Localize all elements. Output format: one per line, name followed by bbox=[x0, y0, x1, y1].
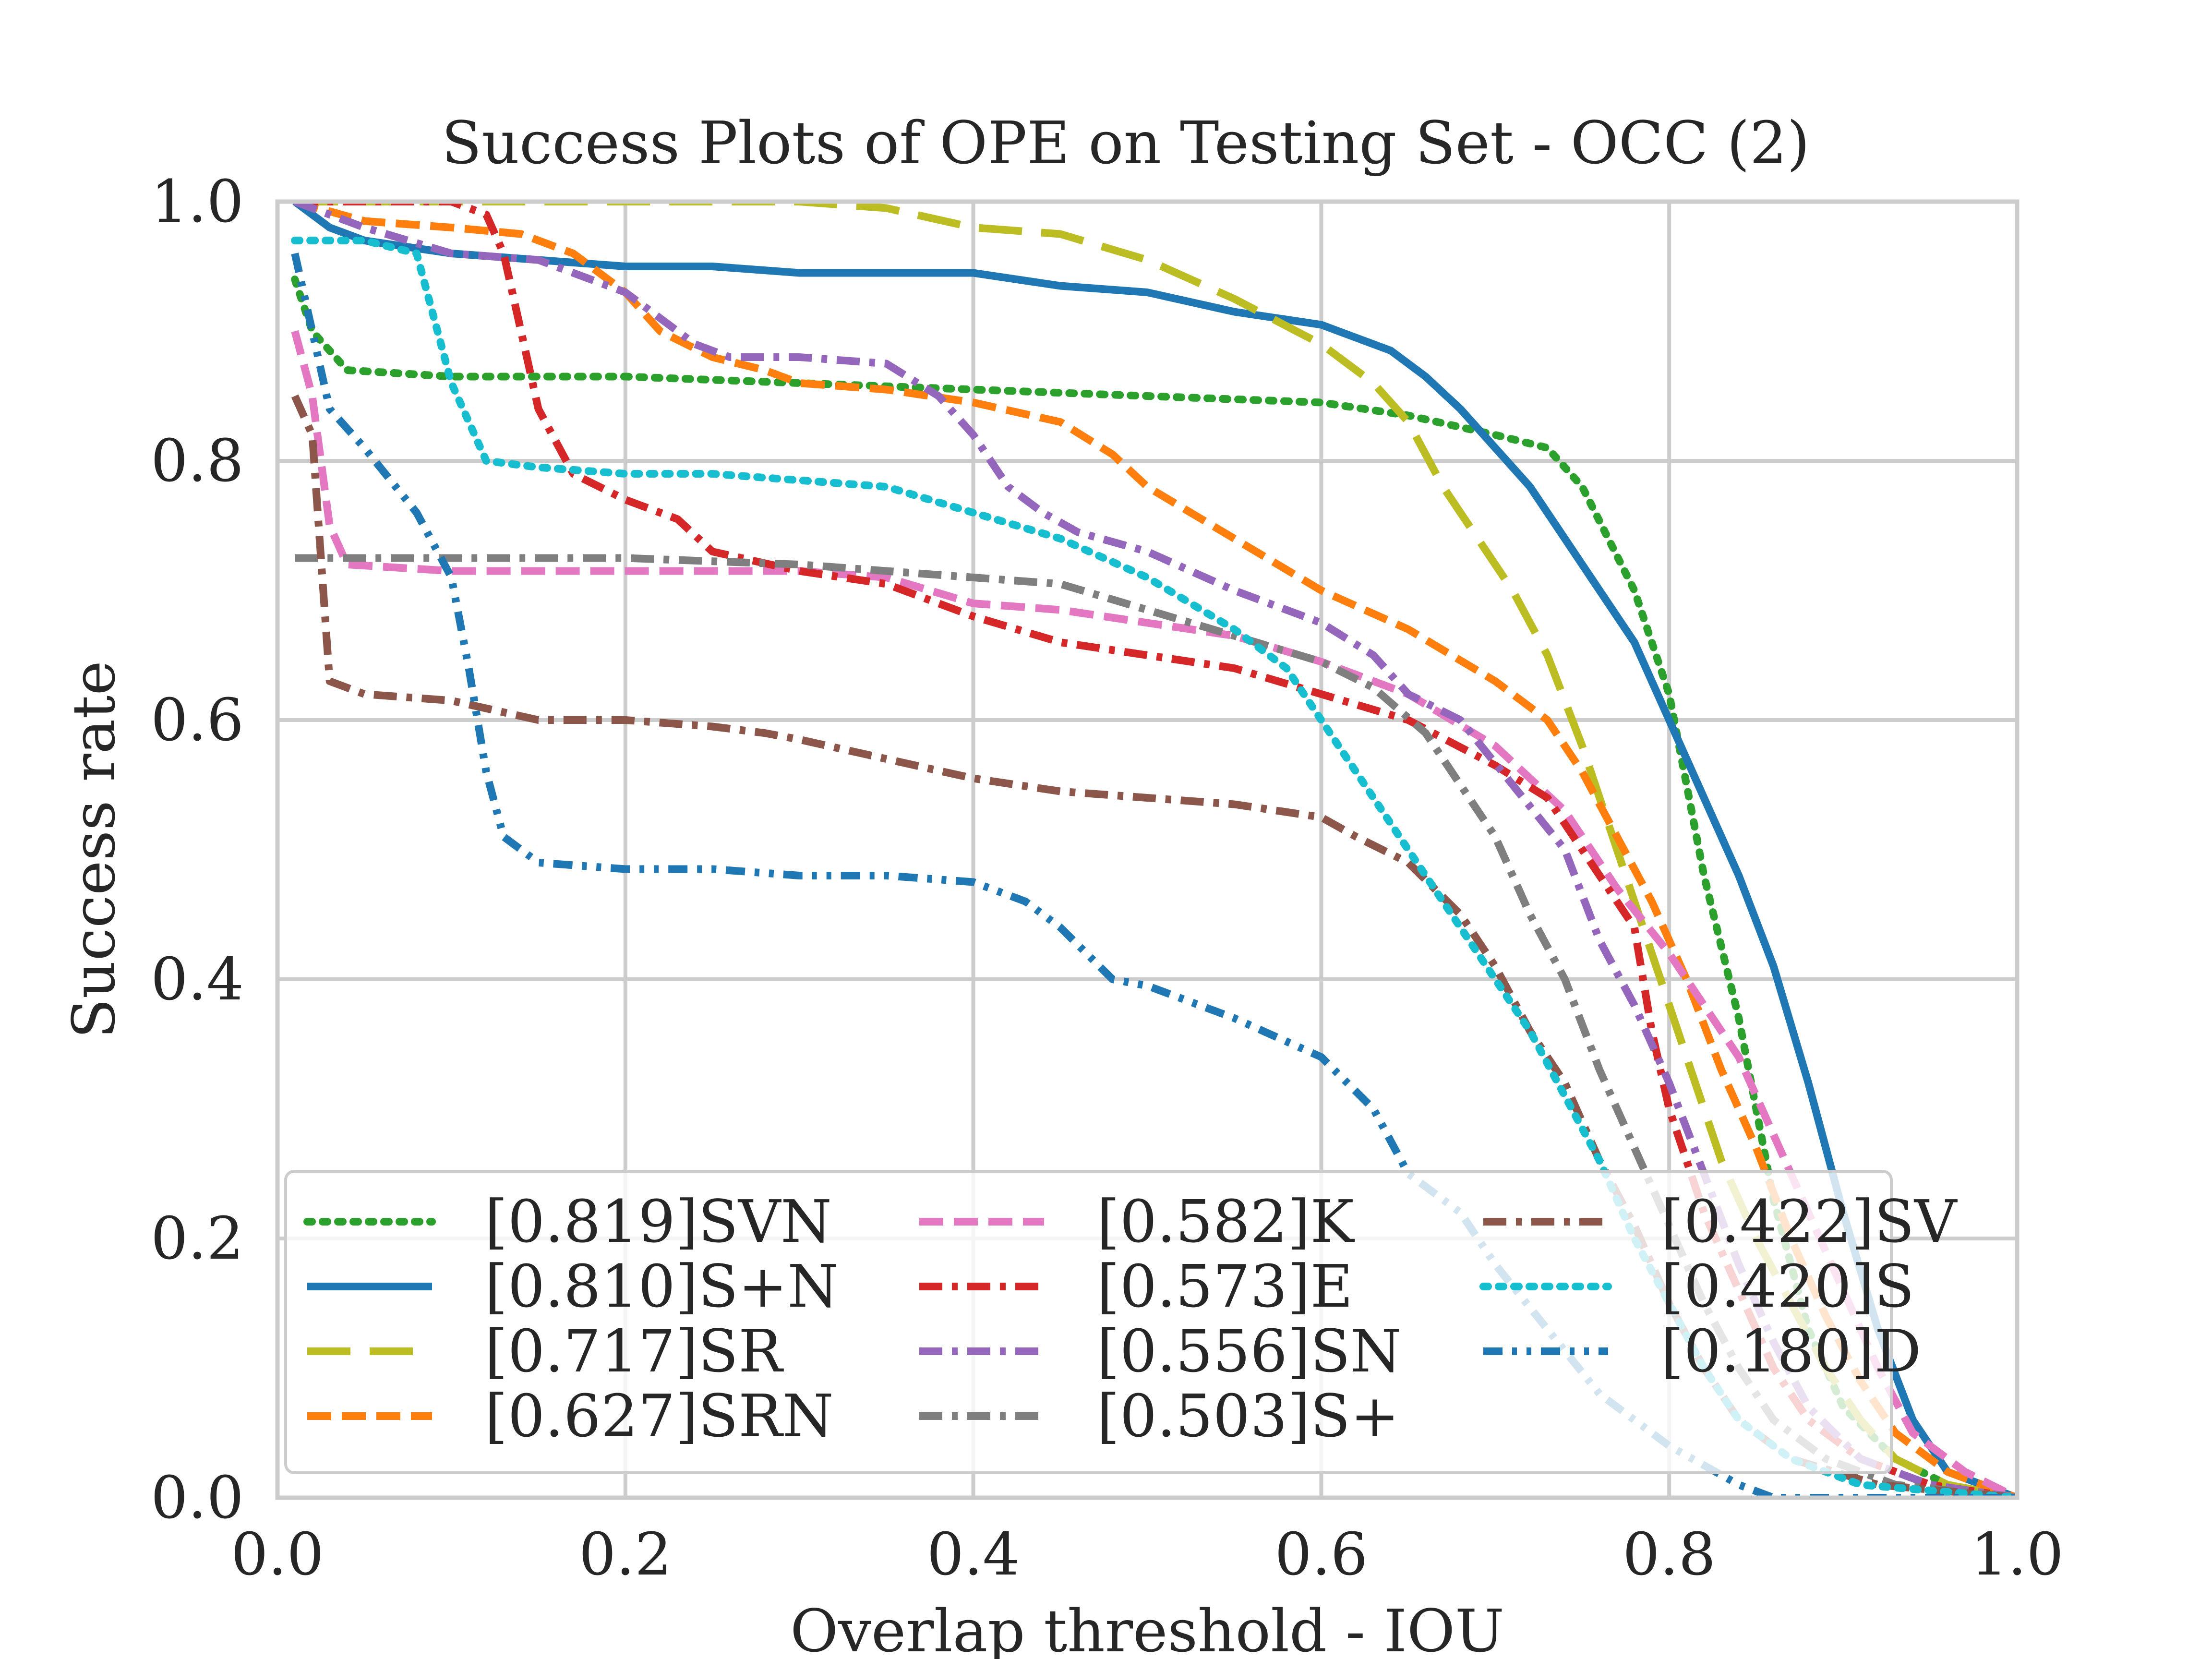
series-line-6 bbox=[293, 202, 2017, 1498]
series-line-5 bbox=[295, 202, 2017, 1498]
y-tick-label: 0.2 bbox=[151, 1204, 244, 1273]
legend-label: [0.422]SV bbox=[1661, 1188, 1958, 1256]
y-tick-label: 0.4 bbox=[151, 945, 244, 1013]
x-tick-label: 0.0 bbox=[231, 1520, 324, 1588]
series-line-2 bbox=[295, 202, 2017, 1498]
legend-label: [0.420]S bbox=[1661, 1252, 1914, 1321]
legend-label: [0.627]SRN bbox=[485, 1382, 834, 1450]
y-tick-label: 0.0 bbox=[151, 1464, 244, 1532]
legend-box bbox=[284, 1170, 1893, 1474]
x-tick-label: 1.0 bbox=[1971, 1520, 2064, 1588]
series-line-9 bbox=[291, 237, 2017, 1498]
legend-label: [0.819]SVN bbox=[485, 1188, 832, 1256]
legend-label: [0.810]S+N bbox=[485, 1252, 839, 1321]
plot-frame bbox=[275, 199, 2020, 1500]
x-tick-label: 0.6 bbox=[1274, 1520, 1368, 1588]
y-tick-labels: 0.0 0.2 0.4 0.6 0.8 1.0 bbox=[151, 168, 244, 1532]
series-line-0 bbox=[291, 276, 2017, 1498]
chart-title: Success Plots of OPE on Testing Set - OC… bbox=[442, 109, 1810, 177]
x-tick-label: 0.4 bbox=[927, 1520, 1020, 1588]
legend-label: [0.582]K bbox=[1097, 1188, 1355, 1256]
y-tick-label: 0.6 bbox=[151, 686, 244, 754]
y-axis-label: Success rate bbox=[60, 661, 128, 1038]
x-tick-label: 0.2 bbox=[579, 1520, 672, 1588]
x-tick-labels: 0.0 0.2 0.4 0.6 0.8 1.0 bbox=[231, 1520, 2064, 1588]
y-tick-label: 1.0 bbox=[151, 168, 244, 236]
legend-label: [0.503]S+ bbox=[1097, 1382, 1399, 1450]
series-line-8 bbox=[291, 394, 2017, 1498]
legend-label: [0.573]E bbox=[1097, 1252, 1353, 1321]
y-tick-label: 0.8 bbox=[151, 427, 244, 495]
x-tick-label: 0.8 bbox=[1623, 1520, 1716, 1588]
series-line-1 bbox=[292, 202, 2017, 1498]
legend-label: [0.180]D bbox=[1661, 1317, 1921, 1385]
series-line-10 bbox=[291, 252, 2017, 1498]
legend-label: [0.717]SR bbox=[485, 1317, 784, 1385]
x-axis-label: Overlap threshold - IOU bbox=[790, 1597, 1504, 1659]
legend: [0.819]SVN[0.810]S+N[0.717]SR[0.627]SRN [… bbox=[284, 1170, 1958, 1474]
legend-label: [0.556]SN bbox=[1097, 1317, 1402, 1385]
